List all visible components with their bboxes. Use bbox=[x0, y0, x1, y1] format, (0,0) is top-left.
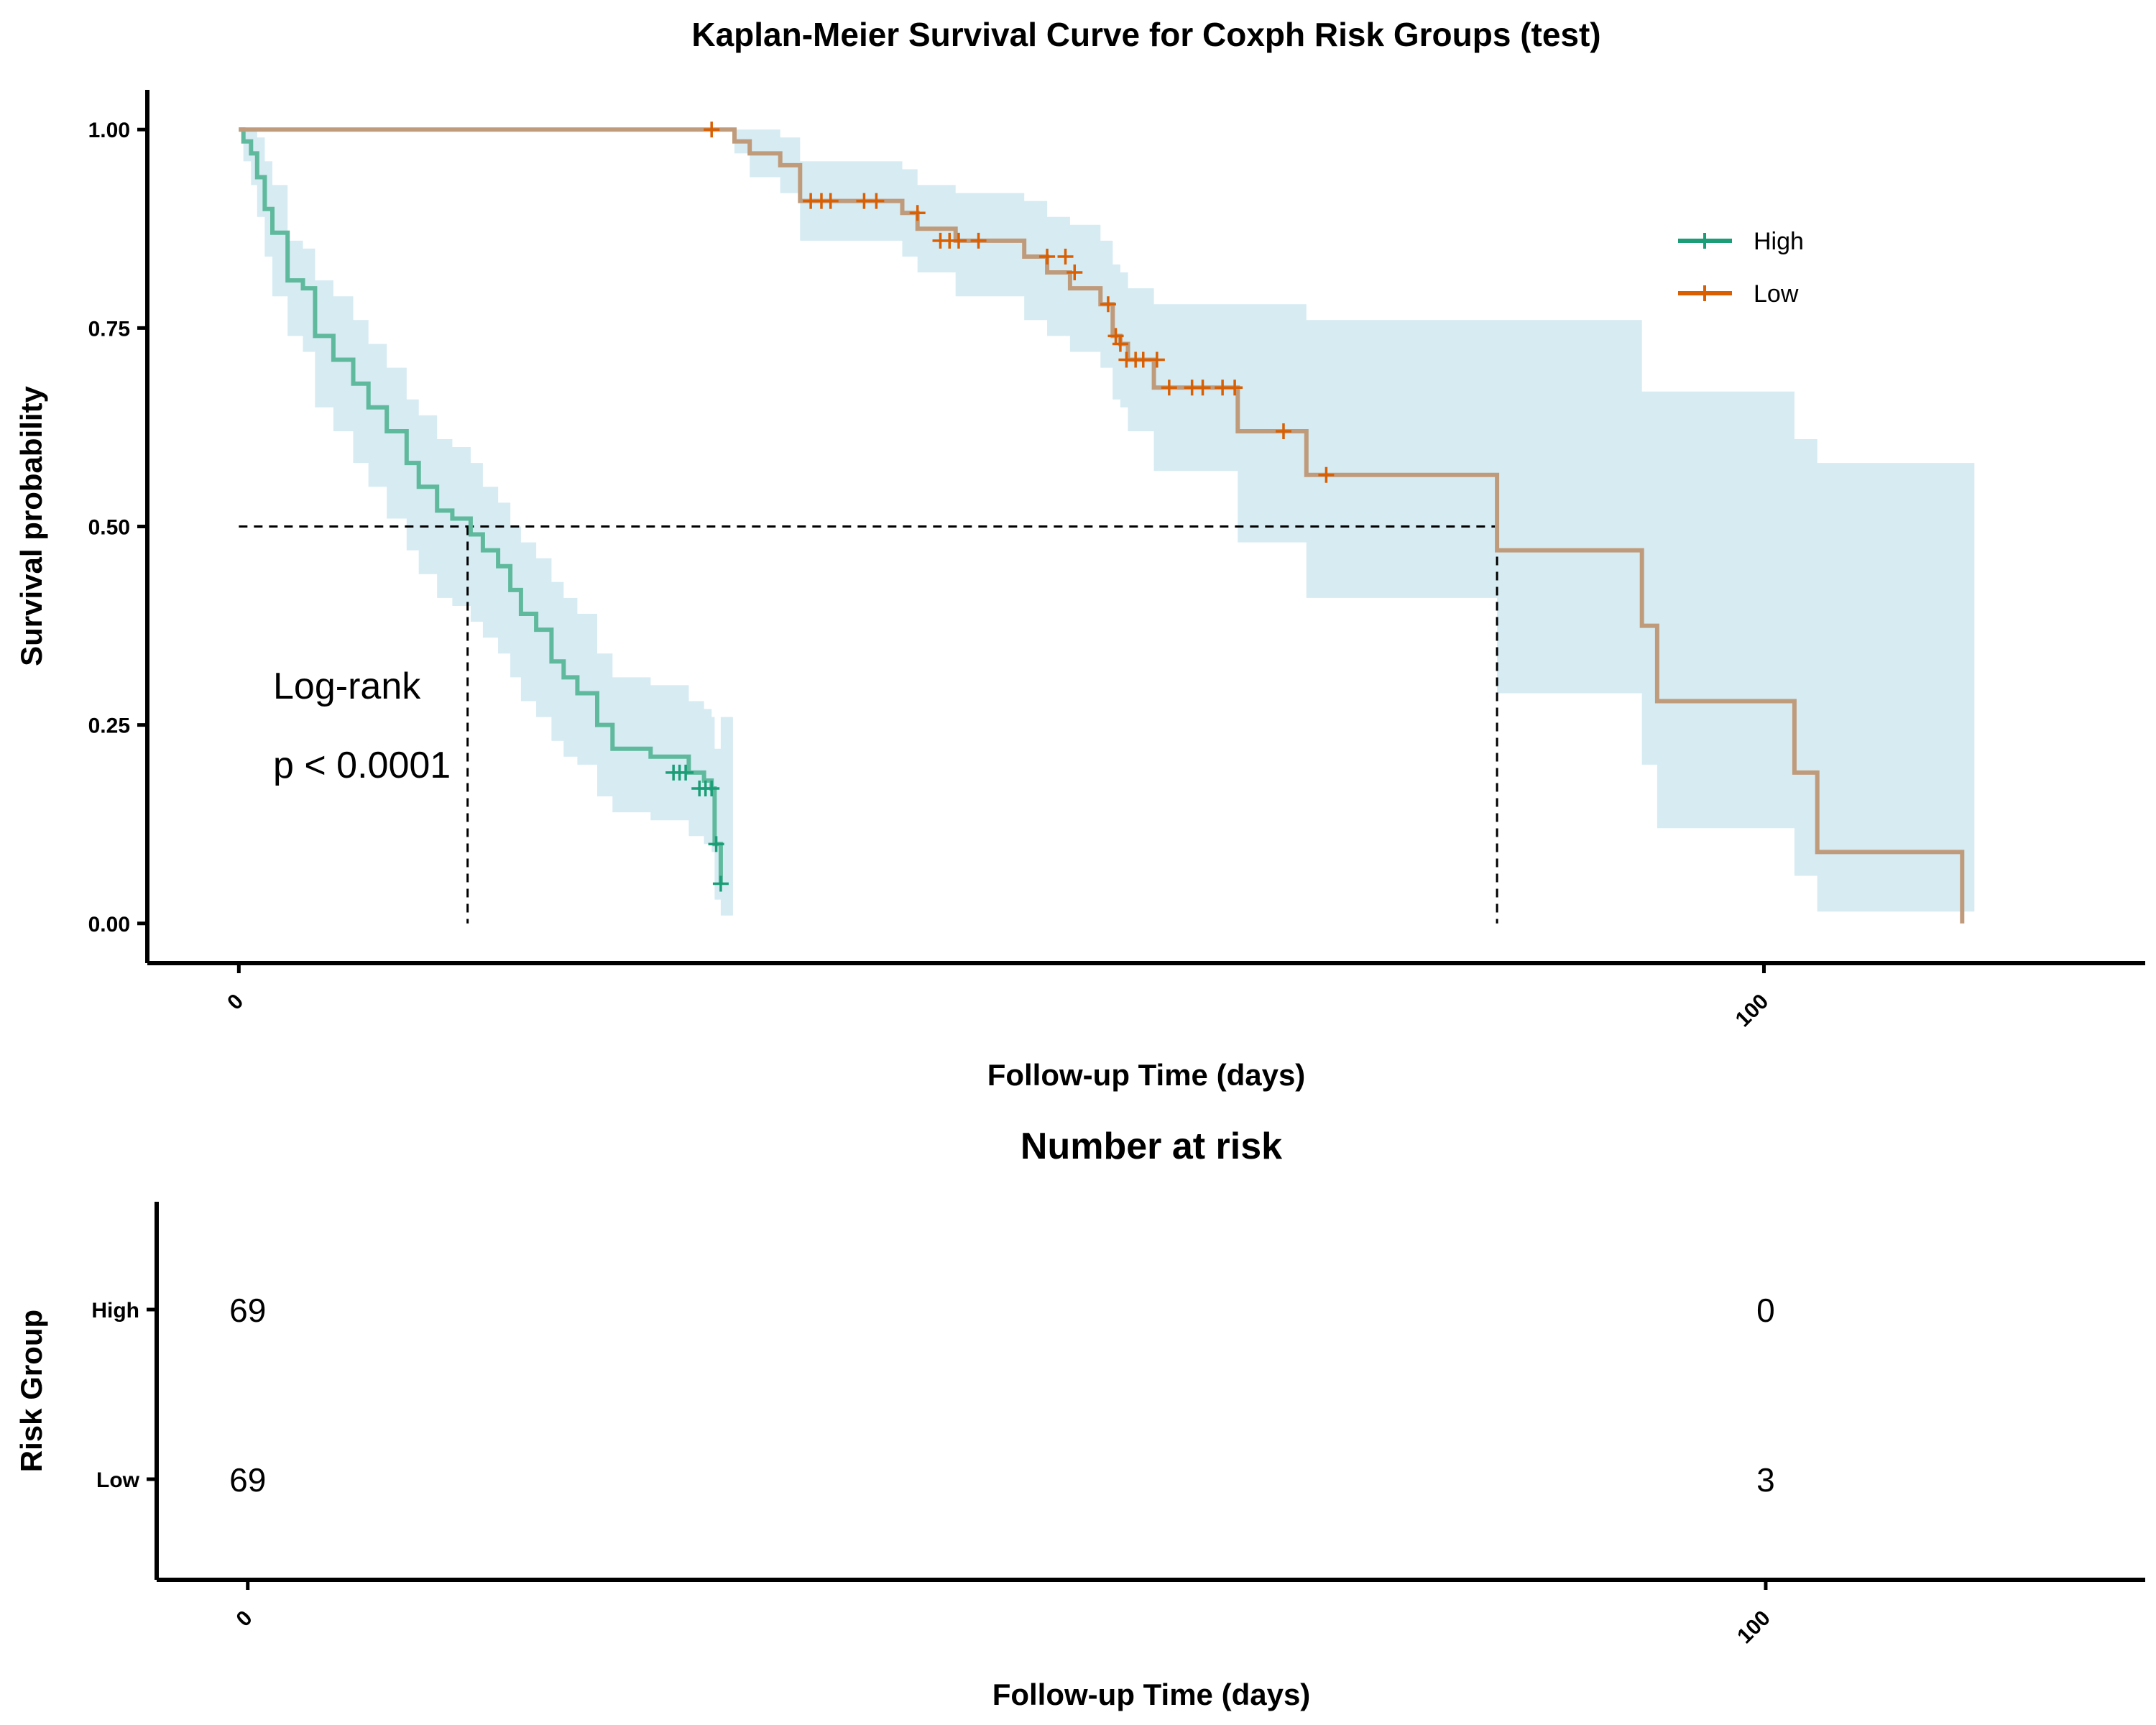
risk-count-low: 69 bbox=[229, 1461, 266, 1499]
censor-mark-high bbox=[712, 875, 729, 892]
censor-mark-low bbox=[1135, 351, 1151, 368]
km-x-tick-label: 0 bbox=[223, 990, 248, 1015]
censor-mark-low bbox=[1318, 466, 1335, 483]
risk-y-axis-label: Risk Group bbox=[14, 1310, 48, 1472]
logrank-label: Log-rank bbox=[273, 666, 421, 707]
censor-mark-low bbox=[868, 193, 885, 209]
censor-mark-low bbox=[704, 121, 720, 138]
censor-mark-low bbox=[1275, 423, 1291, 439]
censor-mark-low bbox=[1161, 380, 1177, 396]
risk-x-axis-label: Follow-up Time (days) bbox=[992, 1678, 1311, 1711]
legend-label-low: Low bbox=[1754, 280, 1799, 308]
risk-count-high: 69 bbox=[229, 1292, 266, 1329]
censor-mark-low bbox=[1112, 336, 1128, 352]
km-plot-area: 0.00 0.25 0.50 0.75 1.00 0 100 bbox=[88, 119, 1975, 1031]
censor-mark-low bbox=[1107, 328, 1124, 344]
km-y-tick-label: 0.75 bbox=[88, 317, 130, 341]
censor-mark-high bbox=[708, 836, 724, 852]
censor-mark-low bbox=[909, 205, 926, 221]
censor-mark-low bbox=[1100, 296, 1116, 313]
censor-mark-low bbox=[1227, 380, 1243, 396]
censor-mark-low bbox=[1067, 264, 1083, 281]
censor-mark-low bbox=[950, 232, 967, 249]
censor-mark-low bbox=[970, 232, 987, 249]
censor-mark-low bbox=[822, 193, 839, 209]
censor-mark-low bbox=[1148, 351, 1165, 368]
logrank-p-value: p < 0.0001 bbox=[273, 745, 451, 786]
km-y-axis-label: Survival probability bbox=[14, 385, 48, 666]
km-y-tick-label: 0.50 bbox=[88, 516, 130, 540]
km-x-tick-label: 100 bbox=[1731, 990, 1774, 1032]
survival-curve-high bbox=[239, 127, 723, 884]
risk-row-label-low: Low bbox=[96, 1468, 140, 1492]
km-title: Kaplan-Meier Survival Curve for Coxph Ri… bbox=[691, 16, 1600, 53]
risk-count-low: 3 bbox=[1756, 1461, 1775, 1499]
legend-label-high: High bbox=[1754, 228, 1804, 255]
risk-x-tick-label: 100 bbox=[1733, 1606, 1775, 1649]
censor-mark-low bbox=[1194, 380, 1211, 396]
risk-table-area: High 69 0 Low 69 3 0 100 bbox=[91, 1292, 1775, 1648]
risk-table-title: Number at risk bbox=[1021, 1126, 1282, 1167]
km-y-tick-label: 0.00 bbox=[88, 913, 130, 937]
km-y-tick-label: 0.25 bbox=[88, 714, 130, 738]
censor-mark-low bbox=[1039, 248, 1056, 264]
censor-mark-high bbox=[704, 781, 720, 796]
censor-mark-high bbox=[678, 764, 694, 781]
censor-mark-low bbox=[1057, 248, 1074, 264]
km-y-tick-label: 1.00 bbox=[88, 119, 130, 142]
risk-row-label-high: High bbox=[91, 1299, 139, 1322]
risk-count-high: 0 bbox=[1756, 1292, 1775, 1329]
ci-band-high bbox=[239, 129, 733, 916]
ci-band-low bbox=[239, 129, 1975, 912]
risk-x-tick-label: 0 bbox=[232, 1606, 257, 1632]
km-x-axis-label: Follow-up Time (days) bbox=[987, 1058, 1306, 1092]
km-legend: High Low bbox=[1678, 228, 1804, 308]
